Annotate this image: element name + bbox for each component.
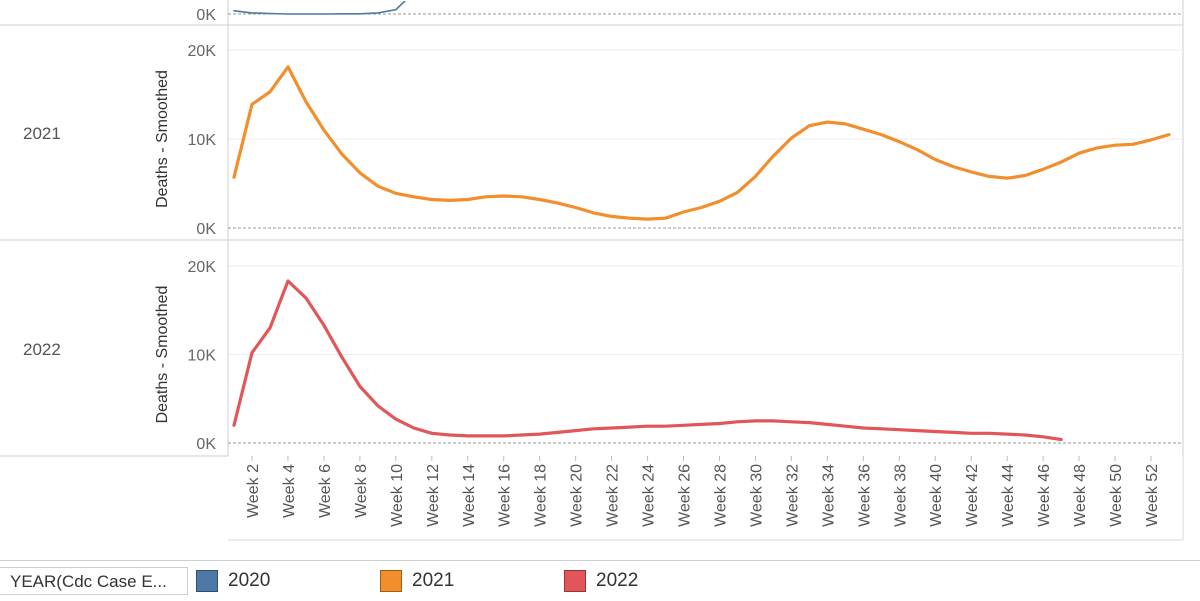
y-tick-label: 10K [188,348,217,365]
panel-2021: 0K 10K 20K Deaths - Smoothed 2021 [23,43,1183,238]
legend: YEAR(Cdc Case E... 2020 2021 2022 [0,560,1200,601]
x-tick-label: Week 14 [461,464,478,527]
y-tick-label: 0K [196,221,216,238]
y-tick-label: 0K [196,436,216,453]
legend-title[interactable]: YEAR(Cdc Case E... [0,567,188,595]
x-tick-label: Week 24 [641,464,658,527]
x-tick-label: Week 6 [317,464,334,518]
y-axis-title: Deaths - Smoothed [154,70,171,208]
x-tick-label: Week 4 [281,464,298,518]
x-tick-label: Week 20 [569,464,586,527]
legend-swatch-2021 [380,570,402,592]
x-tick-label: Week 50 [1108,464,1125,527]
x-tick-label: Week 12 [425,464,442,527]
series-line-2020[interactable] [233,0,432,15]
y-tick-label: 10K [188,132,217,149]
x-tick-label: Week 16 [497,464,514,527]
x-tick-label: Week 10 [389,464,406,527]
x-axis: Week 2 Week 4 Week 6 Week 8 Week 10 Week 12 We… [245,456,1161,527]
legend-label-2021: 2021 [412,570,455,591]
panel-2020: 0K [196,0,1183,24]
y-tick-label: 20K [188,43,217,60]
legend-label-2020: 2020 [228,570,271,591]
x-tick-label: Week 34 [820,464,837,527]
y-tick-label: 0K [196,7,216,24]
x-tick-label: Week 28 [712,464,729,527]
series-line-2022[interactable] [232,279,1063,442]
x-tick-label: Week 30 [748,464,765,527]
y-tick-label: 20K [188,259,217,276]
x-tick-label: Week 46 [1036,464,1053,527]
x-tick-label: Week 38 [892,464,909,527]
x-tick-label: Week 22 [605,464,622,527]
x-tick-label: Week 52 [1144,464,1161,527]
legend-label-2022: 2022 [596,570,639,591]
legend-item-2020[interactable]: 2020 [196,569,270,593]
x-tick-label: Week 8 [353,464,370,518]
series-line-2021[interactable] [232,65,1171,221]
x-tick-label: Week 44 [1000,464,1017,527]
x-tick-label: Week 2 [245,464,262,518]
x-tick-label: Week 18 [533,464,550,527]
row-label-2022: 2022 [23,340,61,359]
x-tick-label: Week 40 [928,464,945,527]
legend-swatch-2020 [196,570,218,592]
x-tick-label: Week 36 [856,464,873,527]
y-axis-title: Deaths - Smoothed [154,286,171,424]
x-tick-label: Week 48 [1072,464,1089,527]
x-tick-label: Week 26 [677,464,694,527]
x-tick-label: Week 42 [964,464,981,527]
legend-item-2022[interactable]: 2022 [564,569,638,593]
deaths-trend-chart: 0K 0K 10K 20K Deaths - Smoothed 2021 0K 10K 20K D… [0,0,1184,541]
row-label-2021: 2021 [23,124,61,143]
x-tick-label: Week 32 [784,464,801,527]
legend-swatch-2022 [564,570,586,592]
panel-2022: 0K 10K 20K Deaths - Smoothed 2022 [23,259,1183,453]
legend-item-2021[interactable]: 2021 [380,569,454,593]
